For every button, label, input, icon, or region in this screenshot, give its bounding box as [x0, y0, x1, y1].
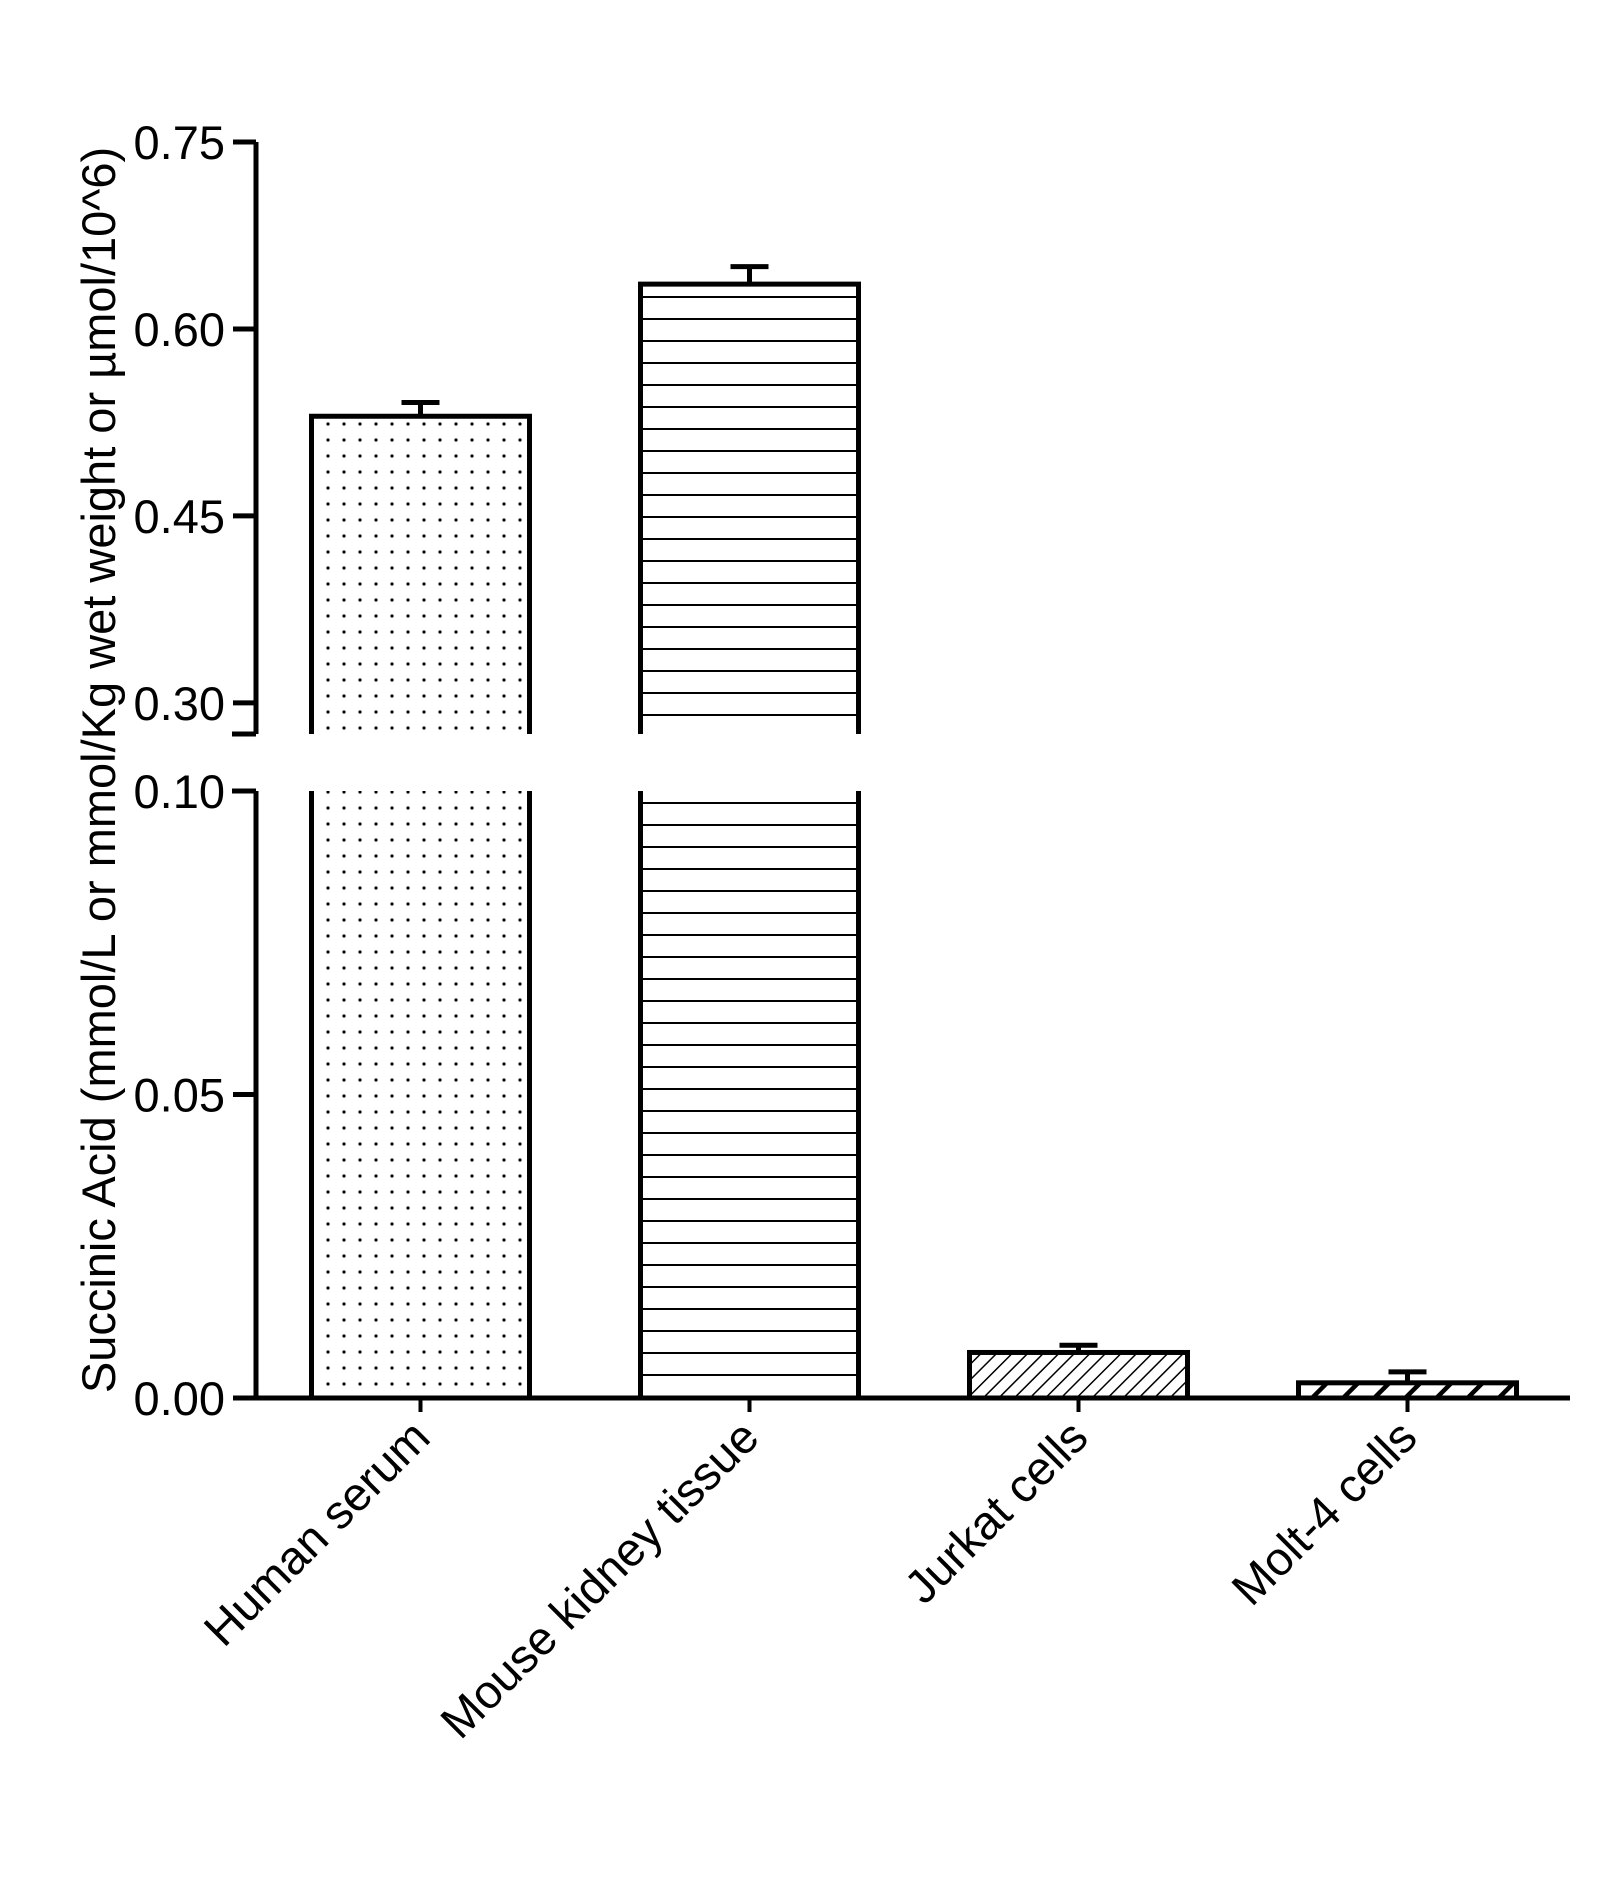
y-tick-label: 0.30: [134, 677, 225, 730]
x-tick-label: Molt-4 cells: [1221, 1410, 1427, 1616]
bar-outline-lower: [638, 791, 861, 1398]
x-tick-label: Jurkat cells: [894, 1410, 1098, 1614]
y-tick-label: 0.75: [134, 116, 225, 169]
bar-fill-lower: [640, 791, 859, 1398]
y-tick-label: 0.60: [134, 303, 225, 356]
y-tick-label: 0.45: [134, 490, 225, 543]
bars: [309, 264, 1519, 1401]
bar-fill-upper: [640, 284, 859, 734]
bar-human-serum: [309, 399, 532, 1398]
y-tick-label: 0.05: [134, 1069, 225, 1122]
bar-fill: [1296, 1380, 1519, 1401]
bar-fill-upper: [311, 416, 530, 734]
y-ticks: 0.00 0.05 0.10 0.30 0.45 0.60 0.75: [134, 116, 256, 1425]
y-tick-label: 0.10: [134, 765, 225, 818]
bar-molt-4-cells: [1296, 1369, 1519, 1401]
bar-fill: [967, 1349, 1190, 1401]
bar-jurkat-cells: [967, 1342, 1190, 1401]
y-axis-label: Succinic Acid (mmol/L or mmol/Kg wet wei…: [72, 147, 125, 1393]
y-tick-label: 0.00: [134, 1372, 225, 1425]
bar-outline-lower: [309, 791, 532, 1398]
x-tick-label: Human serum: [193, 1410, 439, 1656]
x-tick-label: Mouse kidney tissue: [430, 1410, 769, 1749]
bar-fill-lower: [311, 791, 530, 1398]
bar-mouse-kidney-tissue: [638, 264, 861, 1398]
